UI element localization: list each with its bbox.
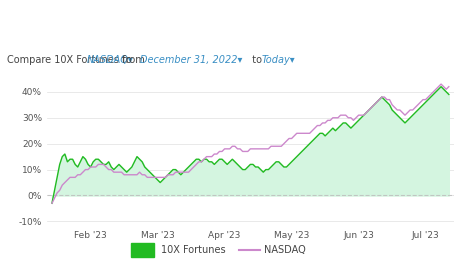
Text: 10X Fortunes: 10X Fortunes [161,245,226,255]
Text: NASDAQ▾: NASDAQ▾ [87,55,133,65]
Text: Compare 10X Fortunes to: Compare 10X Fortunes to [7,55,135,65]
Text: from: from [116,55,151,65]
Bar [131,243,154,257]
Text: NASDAQ: NASDAQ [264,245,306,255]
Text: Today▾: Today▾ [261,55,295,65]
Text: to: to [246,55,268,65]
Text: December 31, 2022▾: December 31, 2022▾ [140,55,243,65]
Text: Portfolio Performance (% change): Portfolio Performance (% change) [7,18,246,31]
